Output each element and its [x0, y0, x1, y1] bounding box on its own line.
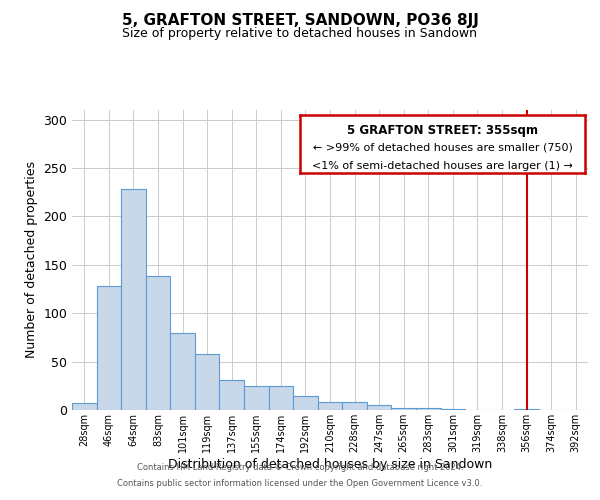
Bar — [318, 402, 342, 410]
Bar — [72, 403, 97, 410]
Bar — [367, 405, 391, 410]
Bar — [514, 409, 539, 410]
Y-axis label: Number of detached properties: Number of detached properties — [25, 162, 38, 358]
Text: Contains HM Land Registry data © Crown copyright and database right 2024.: Contains HM Land Registry data © Crown c… — [137, 464, 463, 472]
Bar — [146, 276, 170, 410]
Bar — [170, 332, 195, 410]
Text: ← >99% of detached houses are smaller (750): ← >99% of detached houses are smaller (7… — [313, 142, 572, 152]
Bar — [195, 354, 220, 410]
Text: 5 GRAFTON STREET: 355sqm: 5 GRAFTON STREET: 355sqm — [347, 124, 538, 136]
Bar — [220, 380, 244, 410]
Text: Size of property relative to detached houses in Sandown: Size of property relative to detached ho… — [122, 28, 478, 40]
Bar — [97, 286, 121, 410]
Bar — [416, 408, 440, 410]
Text: 5, GRAFTON STREET, SANDOWN, PO36 8JJ: 5, GRAFTON STREET, SANDOWN, PO36 8JJ — [122, 12, 478, 28]
Bar — [391, 408, 416, 410]
Bar — [121, 190, 146, 410]
Text: Contains public sector information licensed under the Open Government Licence v3: Contains public sector information licen… — [118, 478, 482, 488]
Bar — [244, 386, 269, 410]
Bar — [269, 386, 293, 410]
Bar — [342, 402, 367, 410]
X-axis label: Distribution of detached houses by size in Sandown: Distribution of detached houses by size … — [168, 458, 492, 470]
Text: <1% of semi-detached houses are larger (1) →: <1% of semi-detached houses are larger (… — [312, 161, 573, 171]
Bar — [440, 409, 465, 410]
Bar — [293, 396, 318, 410]
